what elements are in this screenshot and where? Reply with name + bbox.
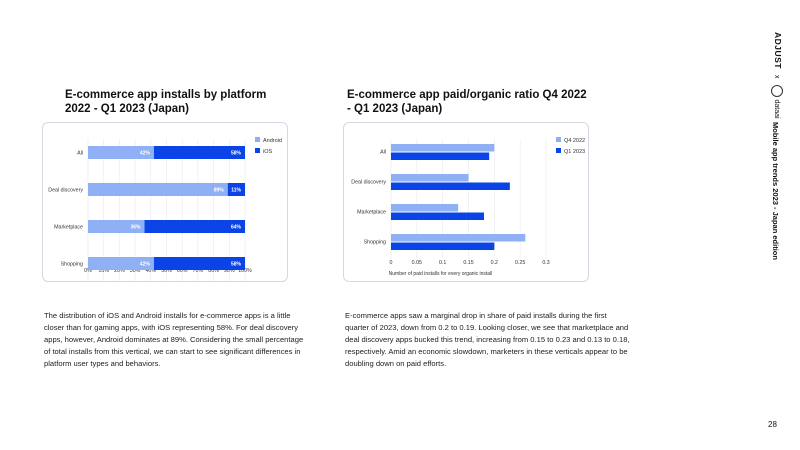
data-label: 36% <box>131 225 142 231</box>
x-tick-label: 40% <box>145 268 156 274</box>
category-label: Shopping <box>61 262 83 268</box>
brand-separator: x <box>772 75 780 79</box>
bar-android <box>88 220 145 233</box>
category-label: All <box>380 150 386 156</box>
legend-label-1: iOS <box>263 149 273 155</box>
x-tick-label: 60% <box>177 268 188 274</box>
bar-q4-2022 <box>391 234 526 242</box>
bar-q1-2023 <box>391 242 495 250</box>
bar-android <box>88 183 228 196</box>
x-axis-title: Number of paid installs for every organi… <box>389 271 493 277</box>
x-tick-label: 0.25 <box>515 260 525 266</box>
legend-label-1: Q1 2023 <box>564 149 585 155</box>
paragraph-platform: The distribution of iOS and Android inst… <box>44 311 304 368</box>
x-tick-label: 0.2 <box>491 260 498 266</box>
data-label: 42% <box>140 262 151 268</box>
chart2-svg: 0 0.05 0.1 0.15 0.2 0.25 0.3 Number of paid ins… <box>351 137 585 277</box>
x-tick-label: 90% <box>224 268 235 274</box>
legend-label-0: Android <box>263 138 282 144</box>
x-tick-label: 50% <box>161 268 172 274</box>
x-tick-label: 0% <box>84 268 92 274</box>
legend-swatch-1 <box>556 148 561 153</box>
bar-q1-2023 <box>391 152 490 160</box>
bar-q4-2022 <box>391 174 469 182</box>
bar-q4-2022 <box>391 144 495 152</box>
data-label: 89% <box>214 188 225 194</box>
x-tick-label: 100% <box>238 268 252 274</box>
chart2-title: E-commerce app paid/organic ratio Q4 202… <box>347 89 587 115</box>
x-tick-label: 0.1 <box>439 260 446 266</box>
x-tick-label: 80% <box>208 268 219 274</box>
dataai-logo-icon <box>771 84 783 97</box>
x-tick-label: 30% <box>130 268 141 274</box>
bar-android <box>88 257 154 270</box>
category-label: All <box>77 151 83 157</box>
brand-logo-adjust: ADJUST <box>772 32 783 70</box>
bar-ios <box>153 257 245 270</box>
category-label: Marketplace <box>54 225 83 231</box>
bar-ios <box>153 146 245 159</box>
category-label: Marketplace <box>357 210 386 216</box>
category-label: Deal discovery <box>48 188 83 194</box>
x-tick-label: 0.05 <box>412 260 422 266</box>
data-label: 64% <box>231 225 242 231</box>
legend-swatch-0 <box>255 137 260 142</box>
x-tick-label: 20% <box>114 268 125 274</box>
category-label: Shopping <box>364 240 386 246</box>
bar-ios <box>227 183 245 196</box>
report-subtitle: Mobile app trends 2023 - Japan edition <box>771 122 780 260</box>
x-tick-label: 70% <box>193 268 204 274</box>
chart1-card: 0% 10% 20% 30% 40% 50% 60% 70% 80% 90% 100% All 42% 5… <box>42 122 288 287</box>
data-label: 58% <box>231 262 242 268</box>
legend-label-0: Q4 2022 <box>564 138 585 144</box>
page-number: 28 <box>768 420 777 429</box>
chart1-title: E-commerce app installs by platform 2022… <box>65 89 267 115</box>
x-tick-label: 0 <box>390 260 393 266</box>
chart1-svg: 0% 10% 20% 30% 40% 50% 60% 70% 80% 90% 100% All 42% 5… <box>48 137 282 287</box>
chart2-card: 0 0.05 0.1 0.15 0.2 0.25 0.3 Number of paid ins… <box>343 122 589 282</box>
legend-swatch-0 <box>556 137 561 142</box>
data-label: 42% <box>140 151 151 157</box>
brand-header: ADJUST x dataai <box>771 32 783 119</box>
category-label: Deal discovery <box>351 180 386 186</box>
legend-swatch-1 <box>255 148 260 153</box>
bar-q1-2023 <box>391 182 510 190</box>
bar-android <box>88 146 154 159</box>
brand-logo-partner: dataai <box>772 99 780 119</box>
x-tick-label: 0.15 <box>463 260 473 266</box>
bar-ios <box>144 220 245 233</box>
bar-q4-2022 <box>391 204 459 212</box>
paragraph-paid-organic: E-commerce apps saw a marginal drop in s… <box>345 311 630 368</box>
bar-q1-2023 <box>391 212 484 220</box>
x-tick-label: 10% <box>98 268 109 274</box>
data-label: 58% <box>231 151 242 157</box>
x-tick-label: 0.3 <box>542 260 549 266</box>
data-label: 11% <box>231 188 241 194</box>
